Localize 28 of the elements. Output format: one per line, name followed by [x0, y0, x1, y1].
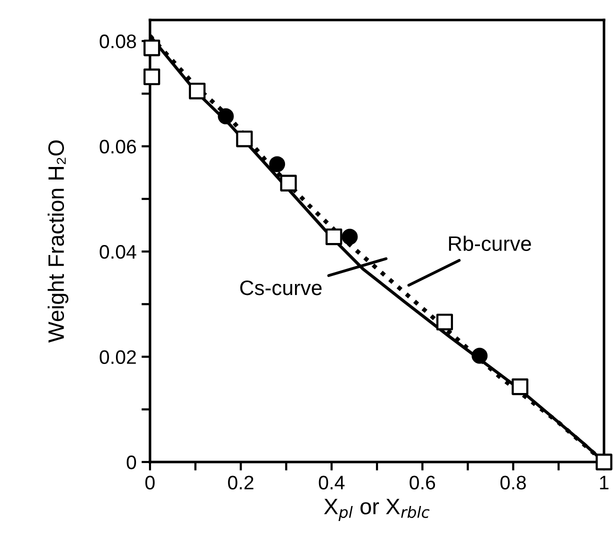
point [143, 68, 160, 86]
x-axis-title: X$_{pl}$ or X$_{rblc}$ [324, 498, 430, 522]
point [436, 314, 453, 330]
y-tick-label: 0.02 [100, 350, 136, 364]
point [143, 40, 160, 56]
point [342, 228, 358, 245]
point [236, 130, 253, 148]
point [269, 156, 286, 172]
annotation: Rb-curve [449, 236, 531, 252]
x-tick-label: 1 [600, 476, 608, 490]
y-tick-label: 0 [126, 455, 136, 470]
point [512, 378, 528, 396]
x-tick-label: 0.8 [500, 476, 526, 490]
y-tick-label: 0.04 [100, 244, 136, 259]
x-tick-label: 0 [145, 476, 155, 490]
y-tick-label: 0.08 [100, 34, 136, 48]
y-tick-label: 0.06 [100, 140, 136, 154]
point [280, 174, 297, 192]
x-tick-label: 0.4 [318, 476, 345, 490]
annotation: Cs-curve [240, 280, 322, 296]
x-tick-label: 0.2 [228, 476, 254, 490]
y-axis-title: Weight Fraction H₂O [48, 140, 68, 343]
x-tick-label: 0.6 [410, 476, 436, 490]
point [218, 108, 234, 124]
point [596, 454, 612, 470]
point [188, 82, 206, 100]
point [326, 228, 342, 246]
point [472, 348, 488, 364]
